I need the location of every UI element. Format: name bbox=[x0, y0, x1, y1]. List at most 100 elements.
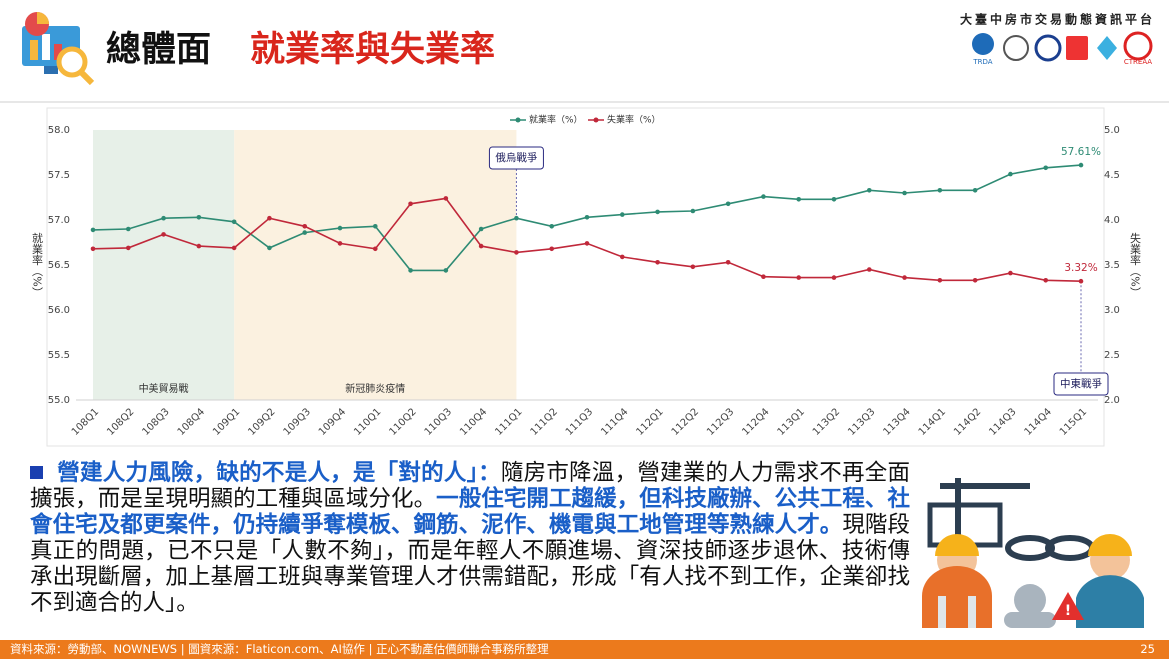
footer-source: 資料來源：勞動部、NOWNEWS | 圖資來源：Flaticon.com、AI協… bbox=[10, 642, 549, 656]
data-point bbox=[549, 224, 555, 229]
body-lead: 營建人力風險，缺的不是人，是「對的人」： bbox=[57, 460, 501, 486]
data-point bbox=[972, 188, 978, 193]
data-point bbox=[478, 243, 484, 249]
data-point bbox=[1043, 278, 1049, 283]
data-point bbox=[761, 194, 766, 199]
body-text: 營建人力風險，缺的不是人，是「對的人」：隨房市降溫，營建業的人力需求不再全面擴張… bbox=[30, 460, 910, 616]
annotation-box bbox=[488, 146, 544, 170]
page-number: 25 bbox=[1140, 642, 1155, 656]
data-point bbox=[866, 188, 872, 193]
data-point bbox=[372, 224, 378, 229]
data-point bbox=[655, 209, 660, 215]
data-point bbox=[831, 197, 837, 202]
data-point bbox=[514, 215, 519, 221]
period-band bbox=[234, 130, 517, 400]
period-band bbox=[93, 130, 235, 400]
y-tick-label: 55.5 bbox=[48, 350, 70, 361]
header-subtitle: 就業率與失業率 bbox=[250, 30, 495, 70]
data-point bbox=[902, 190, 907, 196]
data-point bbox=[478, 226, 484, 232]
data-point bbox=[619, 212, 625, 217]
y2-tick-label: 4.5 bbox=[1104, 170, 1120, 181]
data-point bbox=[337, 225, 343, 231]
data-point bbox=[267, 245, 272, 251]
data-point bbox=[549, 246, 555, 252]
logo-text: CTREAA bbox=[1124, 58, 1152, 66]
data-point bbox=[937, 278, 943, 283]
data-point bbox=[796, 197, 802, 202]
data-point bbox=[161, 232, 166, 237]
y2-tick-label: 5.0 bbox=[1104, 125, 1120, 136]
data-point bbox=[1078, 278, 1084, 284]
data-point bbox=[372, 246, 378, 252]
data-point bbox=[902, 275, 907, 280]
data-point bbox=[161, 215, 166, 221]
footer: 資料來源：勞動部、NOWNEWS | 圖資來源：Flaticon.com、AI協… bbox=[0, 640, 1169, 659]
data-point bbox=[231, 219, 237, 225]
body-emphasis: 一般住宅開工趨緩，但科技廠辦、公共工程、社會住宅及都更案件，仍持續爭奪模板、鋼筋… bbox=[30, 486, 910, 538]
y2-axis-title: 失業率（%） bbox=[1129, 232, 1142, 298]
data-point bbox=[761, 274, 766, 280]
y2-tick-label: 2.0 bbox=[1104, 395, 1120, 406]
y-tick-label: 55.0 bbox=[48, 395, 70, 406]
y-tick-label: 57.5 bbox=[48, 170, 70, 181]
data-point bbox=[514, 250, 519, 255]
y2-tick-label: 4.0 bbox=[1104, 215, 1120, 226]
data-point bbox=[1008, 270, 1013, 276]
band-label: 中美貿易戰 bbox=[139, 382, 189, 395]
logos: TRDA CTREAA bbox=[972, 31, 1153, 66]
data-point bbox=[584, 215, 590, 220]
data-point bbox=[866, 267, 872, 272]
data-point bbox=[337, 241, 343, 246]
data-point bbox=[1078, 162, 1084, 168]
data-point bbox=[619, 254, 625, 260]
annotation-box bbox=[1053, 372, 1109, 396]
data-point bbox=[443, 196, 449, 201]
data-point bbox=[831, 275, 837, 280]
body-text-part: 現階段真正的問題，已不只是「人數不夠」，而是年輕人不願進場、資深技師逐步退休、技… bbox=[30, 512, 910, 616]
data-point bbox=[196, 215, 202, 220]
y-tick-label: 56.0 bbox=[48, 305, 70, 316]
data-point bbox=[125, 226, 131, 232]
logo-text: TRDA bbox=[972, 58, 992, 66]
legend-marker bbox=[593, 117, 599, 123]
data-point bbox=[125, 245, 131, 251]
data-point bbox=[1008, 171, 1013, 177]
y2-tick-label: 3.5 bbox=[1104, 260, 1120, 271]
value-label: 57.61% bbox=[1061, 146, 1101, 158]
platform-name: 大臺中房市交易動態資訊平台 bbox=[960, 12, 1155, 27]
legend-label: 失業率（%） bbox=[607, 114, 661, 126]
data-point bbox=[725, 260, 731, 265]
header-title: 總體面 bbox=[106, 30, 211, 70]
bullet bbox=[30, 466, 43, 479]
data-point bbox=[302, 230, 308, 235]
annotation-text: 俄烏戰爭 bbox=[495, 151, 537, 164]
data-point bbox=[196, 243, 202, 249]
data-point bbox=[937, 188, 943, 193]
svg-text:!: ! bbox=[1065, 603, 1071, 619]
y-tick-label: 56.5 bbox=[48, 260, 70, 271]
illustration: ! bbox=[918, 462, 1144, 628]
data-point bbox=[408, 268, 413, 273]
data-point bbox=[231, 245, 237, 251]
band-label: 新冠肺炎疫情 bbox=[345, 382, 405, 395]
y2-tick-label: 2.5 bbox=[1104, 350, 1120, 361]
data-point bbox=[90, 227, 96, 233]
y-axis-title: 就業率（%） bbox=[31, 231, 44, 298]
data-point bbox=[725, 201, 731, 207]
y-tick-label: 58.0 bbox=[48, 125, 70, 136]
data-point bbox=[972, 278, 978, 283]
y-tick-label: 57.0 bbox=[48, 215, 70, 226]
data-point bbox=[796, 275, 802, 280]
data-point bbox=[408, 201, 413, 207]
data-point bbox=[690, 208, 696, 214]
y2-tick-label: 3.0 bbox=[1104, 305, 1120, 316]
value-label: 3.32% bbox=[1064, 262, 1097, 274]
header-icon bbox=[22, 12, 95, 86]
data-point bbox=[690, 264, 696, 270]
legend-label: 就業率（%） bbox=[529, 114, 583, 126]
body-text-part: 隨房市降溫，營建業的人力需求不再全面擴張，而是呈現明顯的工種與區域分化。 bbox=[30, 460, 910, 512]
data-point bbox=[443, 268, 449, 273]
